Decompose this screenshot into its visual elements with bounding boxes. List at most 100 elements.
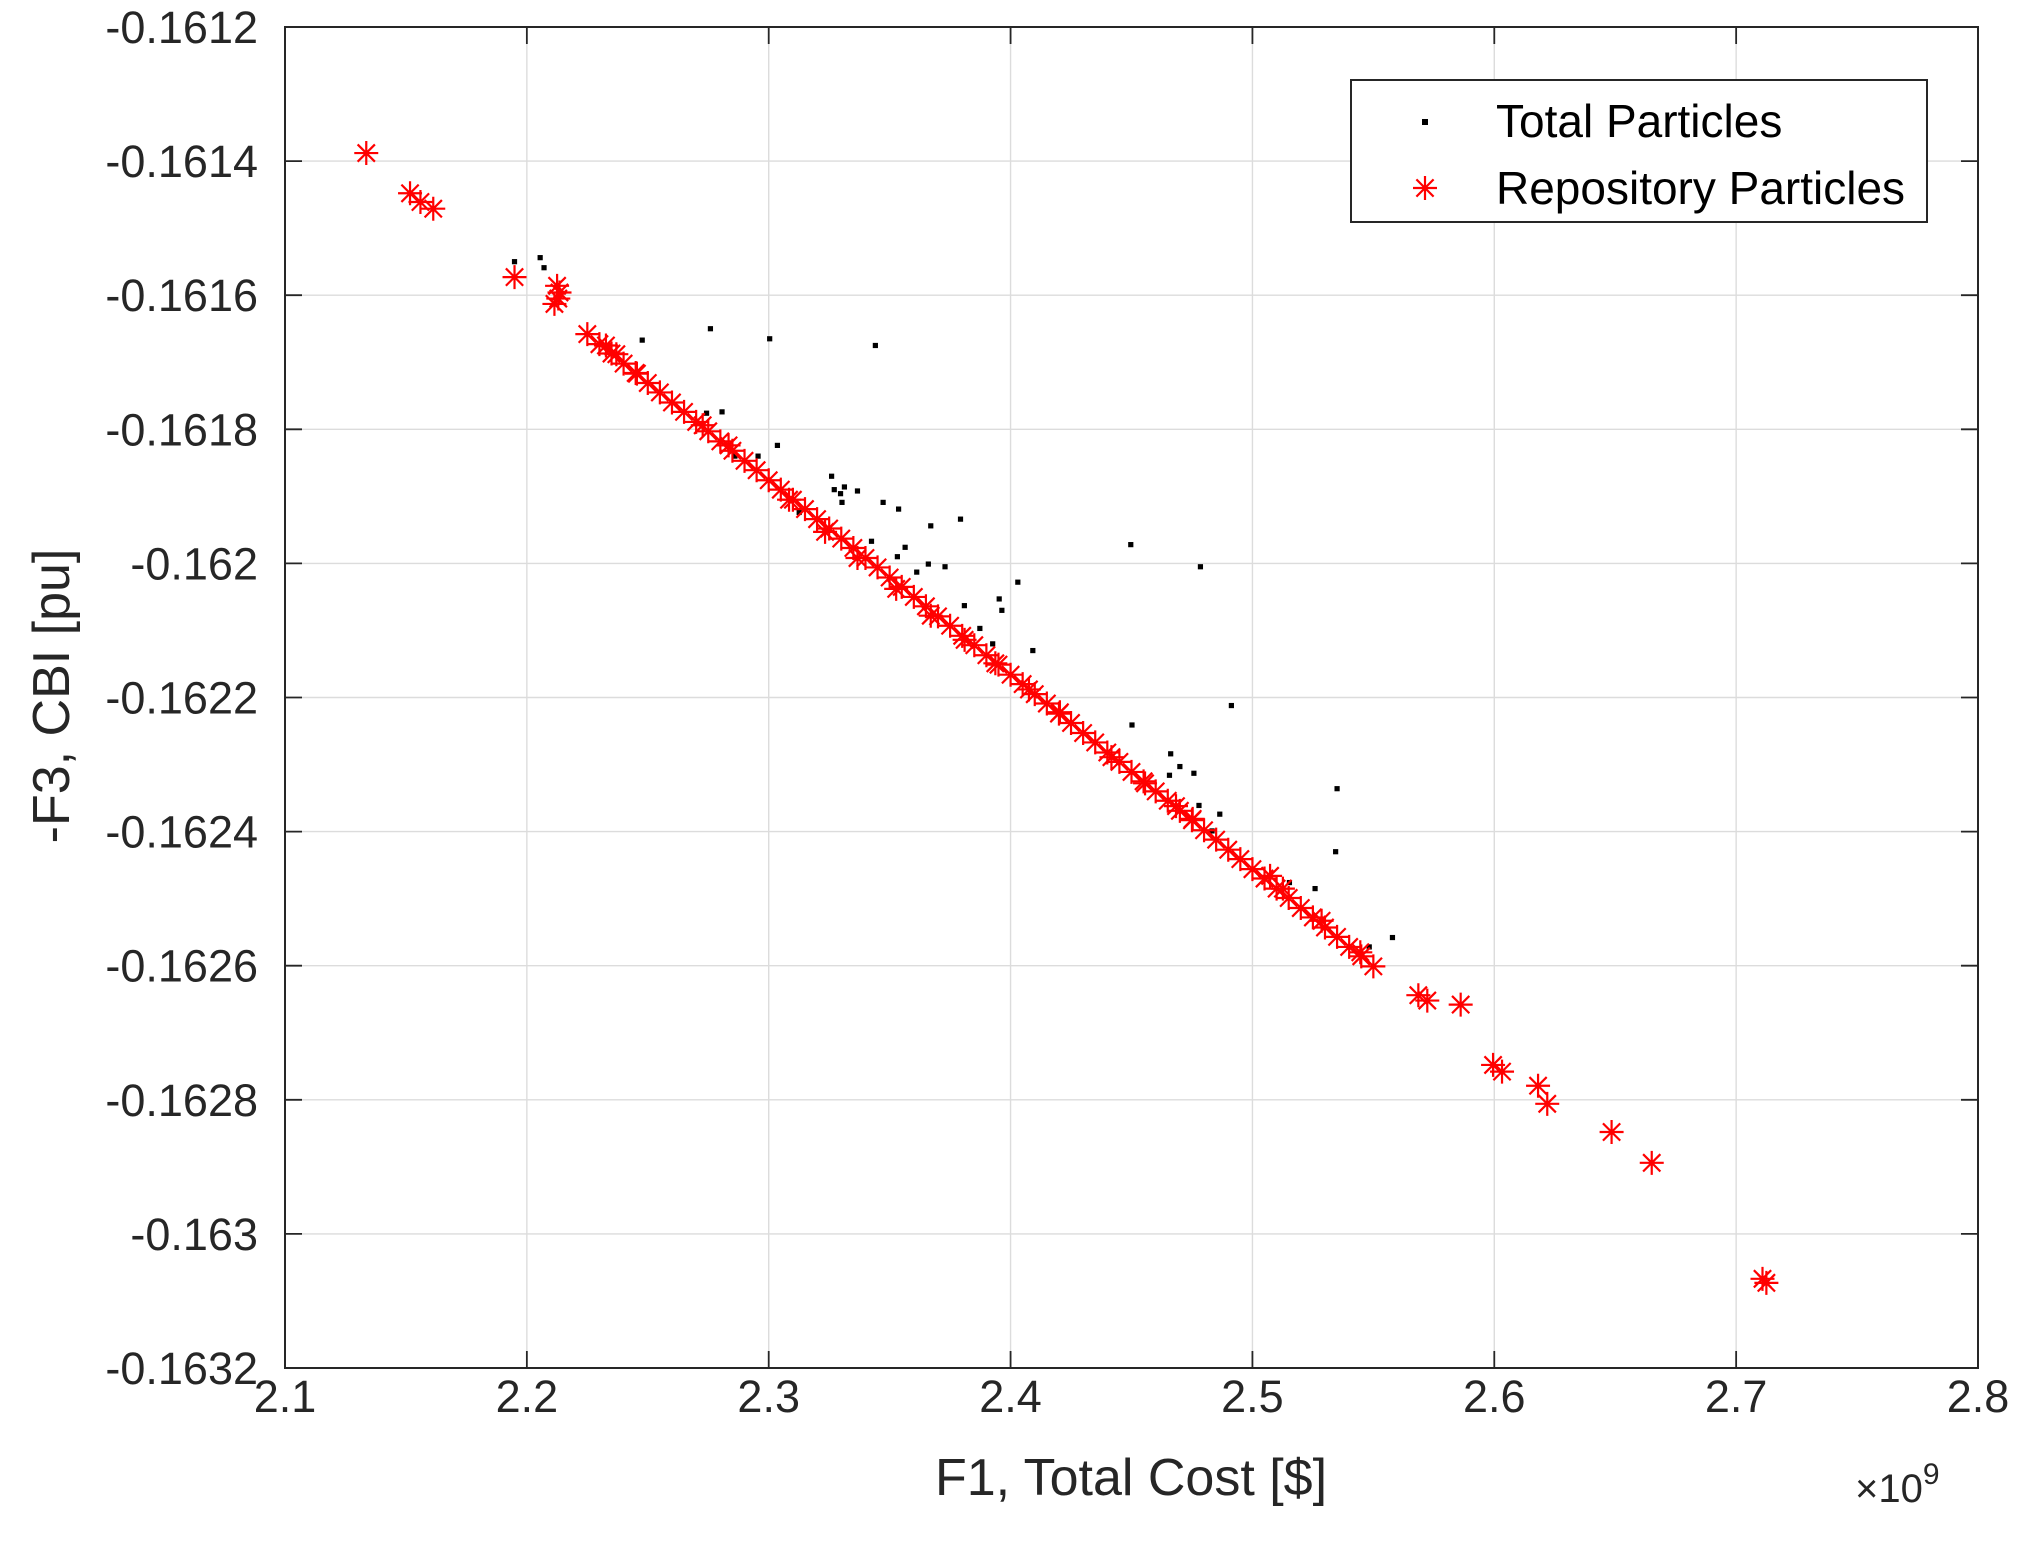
- y-tick-label: -0.1624: [105, 807, 258, 858]
- x-axis-exponent-base: ×10: [1855, 1467, 1923, 1511]
- total-particle-point: [837, 491, 844, 497]
- x-axis-label: F1, Total Cost [$]: [935, 1449, 1327, 1507]
- total-particle-point: [1166, 772, 1173, 778]
- repository-particle-point: [1192, 818, 1217, 843]
- repository-particle-point: [1059, 710, 1084, 735]
- total-particle-point: [774, 442, 781, 448]
- repository-particle-point: [354, 141, 379, 166]
- y-tick-label: -0.1614: [105, 136, 258, 187]
- total-particle-point: [957, 516, 964, 522]
- y-tick-label: -0.162: [130, 538, 258, 589]
- x-tick-label: 2.5: [1221, 1371, 1284, 1422]
- total-particle-point: [895, 506, 902, 512]
- repository-particle-point: [690, 413, 715, 438]
- total-particle-point: [977, 625, 983, 632]
- repository-particle-point: [792, 497, 817, 522]
- total-particle-point: [511, 259, 518, 265]
- x-axis-exponent-power: 9: [1923, 1458, 1940, 1491]
- repository-particle-point: [913, 594, 938, 619]
- y-tick-label: -0.1612: [105, 2, 258, 53]
- legend-asterisk-marker: [1413, 176, 1437, 200]
- repository-particle-point: [1119, 759, 1144, 784]
- repository-particle-point: [813, 519, 838, 544]
- repository-particle-point: [1204, 827, 1229, 852]
- y-tick-label: -0.1618: [105, 404, 258, 455]
- repository-particle-point: [865, 555, 890, 580]
- total-particle-point: [996, 596, 1002, 602]
- repository-particle-point: [1083, 730, 1108, 755]
- repository-particle-point: [1490, 1059, 1515, 1084]
- repository-particle-point: [1071, 721, 1096, 746]
- total-particle-point: [1015, 579, 1021, 585]
- x-tick-label: 2.8: [1947, 1371, 2010, 1422]
- repository-particle-point: [587, 332, 612, 357]
- total-particle-point: [831, 487, 837, 493]
- repository-particle-point: [841, 535, 866, 560]
- total-particle-point: [796, 509, 802, 516]
- repository-particle-point: [1312, 915, 1337, 940]
- legend-dot-marker: [1422, 119, 1428, 125]
- repository-particle-point: [901, 584, 926, 609]
- total-particle-point: [1334, 786, 1340, 792]
- y-tick-label: -0.1626: [105, 941, 258, 992]
- total-particle-point: [942, 564, 948, 570]
- total-particle-point: [639, 337, 645, 343]
- repository-particle-point: [421, 196, 446, 221]
- repository-particle-point: [502, 265, 527, 290]
- repository-particle-point: [708, 429, 733, 454]
- axis-ticks: [284, 26, 1979, 1369]
- repository-particle-point: [593, 333, 618, 358]
- repository-particle-point: [545, 273, 570, 298]
- repository-particle-point: [1448, 992, 1473, 1017]
- repository-particle-point: [1270, 876, 1295, 901]
- repository-particle-point: [575, 322, 600, 347]
- repository-particle-point: [1164, 794, 1188, 819]
- repository-particle-point: [756, 468, 781, 493]
- total-particle-point: [841, 484, 848, 490]
- total-particle-point: [1389, 934, 1396, 941]
- total-particle-point: [719, 409, 725, 415]
- total-particle-point: [868, 538, 875, 544]
- repository-particle-point: [1639, 1150, 1664, 1175]
- repository-particle-point: [1361, 954, 1386, 979]
- x-axis-exponent: ×109: [1855, 1458, 1940, 1511]
- repository-particle-point: [635, 371, 660, 396]
- y-tick-label: -0.1622: [105, 673, 258, 724]
- repository-particle-point: [1535, 1091, 1560, 1116]
- repository-particle-point: [604, 342, 629, 367]
- total-particle-point: [1333, 849, 1339, 855]
- repository-particle-point: [1155, 788, 1180, 813]
- repository-particle-point: [777, 487, 802, 512]
- repository-particle-point: [983, 651, 1008, 676]
- repository-particle-point: [950, 623, 975, 648]
- repository-particle-point: [1526, 1073, 1551, 1098]
- tick-labels: 2.1 2.2 2.3 2.4 2.5 2.6 2.7 2.8 -0.1612 -0.1614 -0…: [105, 2, 2009, 1422]
- repository-particle-point: [1300, 905, 1325, 930]
- total-particle-point: [999, 607, 1005, 613]
- total-particle-point: [1217, 811, 1223, 817]
- y-axis-label: -F3, CBI [pu]: [23, 549, 81, 844]
- total-particle-point: [1196, 802, 1202, 809]
- repository-particle-point: [716, 433, 741, 458]
- repository-particle-point: [1309, 908, 1334, 933]
- repository-particle-point: [624, 361, 649, 386]
- total-particle-point: [732, 453, 738, 459]
- repository-particle-point: [884, 576, 909, 601]
- total-particle-point: [703, 410, 710, 416]
- total-particle-point: [1366, 944, 1372, 950]
- repository-particle-point: [1258, 863, 1283, 888]
- repository-particle-point: [1276, 885, 1301, 910]
- total-particle-point: [1128, 542, 1134, 548]
- repository-particle-point: [1481, 1052, 1506, 1077]
- x-tick-label: 2.4: [979, 1371, 1042, 1422]
- total-particle-point: [1030, 647, 1036, 654]
- repository-particle-point: [684, 409, 709, 434]
- total-particle-point: [872, 342, 878, 349]
- repository-particle-point: [877, 565, 902, 590]
- repository-particle-point: [1288, 896, 1313, 921]
- legend-box: [1350, 79, 1928, 223]
- x-tick-label: 2.1: [254, 1371, 317, 1422]
- total-particle-point: [767, 336, 773, 342]
- repository-particle-point: [1107, 749, 1132, 774]
